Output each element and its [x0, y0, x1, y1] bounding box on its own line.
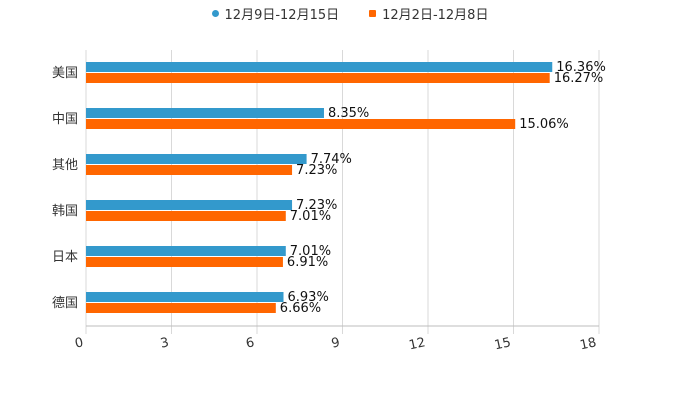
data-label-s1-3: 7.23% — [296, 198, 337, 213]
legend-marker-series-1 — [211, 9, 219, 17]
x-tick-label-18: 18 — [579, 335, 598, 353]
x-tick-label-15: 15 — [493, 335, 512, 353]
legend-marker-series-2 — [369, 9, 377, 17]
x-tick-label-9: 9 — [330, 335, 341, 351]
data-label-s1-4: 7.01% — [290, 244, 331, 259]
legend-item-series-1[interactable]: 12月9日-12月15日 — [211, 4, 340, 23]
bar-s1-1 — [86, 108, 324, 118]
data-label-s1-5: 6.93% — [288, 290, 329, 305]
x-tick-label-3: 3 — [159, 335, 170, 351]
data-label-s1-2: 7.74% — [311, 152, 352, 167]
bar-s2-5 — [86, 303, 276, 313]
data-label-s1-1: 8.35% — [328, 106, 369, 121]
bar-s1-5 — [86, 292, 284, 302]
data-label-s1-0: 16.36% — [556, 60, 606, 75]
legend-label-series-2: 12月2日-12月8日 — [382, 7, 489, 23]
data-label-s2-3: 7.01% — [290, 209, 331, 224]
bar-s1-0 — [86, 62, 553, 72]
x-tick-label-0: 0 — [74, 335, 85, 351]
chart-legend: 12月9日-12月15日 12月2日-12月8日 — [0, 4, 700, 23]
category-label-5: 德国 — [52, 296, 78, 311]
category-label-1: 中国 — [52, 112, 78, 127]
data-label-s2-4: 6.91% — [287, 255, 328, 270]
data-label-s2-2: 7.23% — [296, 163, 337, 178]
bar-s2-4 — [86, 257, 283, 267]
category-label-3: 韩国 — [52, 204, 78, 219]
x-tick-label-12: 12 — [408, 335, 427, 353]
category-label-4: 日本 — [52, 250, 78, 265]
bar-s1-4 — [86, 246, 286, 256]
x-tick-label-6: 6 — [245, 335, 256, 351]
legend-item-series-2[interactable]: 12月2日-12月8日 — [369, 4, 488, 23]
category-label-0: 美国 — [52, 66, 78, 81]
category-label-2: 其他 — [52, 158, 78, 173]
bar-s1-3 — [86, 200, 293, 210]
bar-s2-1 — [86, 119, 516, 129]
data-label-s2-0: 16.27% — [554, 71, 604, 86]
legend-label-series-1: 12月9日-12月15日 — [224, 7, 340, 23]
bar-s2-0 — [86, 73, 550, 83]
bar-s2-2 — [86, 165, 293, 175]
data-label-s2-1: 15.06% — [519, 117, 569, 132]
bar-s2-3 — [86, 211, 286, 221]
bar-s1-2 — [86, 154, 307, 164]
data-label-s2-5: 6.66% — [280, 301, 321, 316]
